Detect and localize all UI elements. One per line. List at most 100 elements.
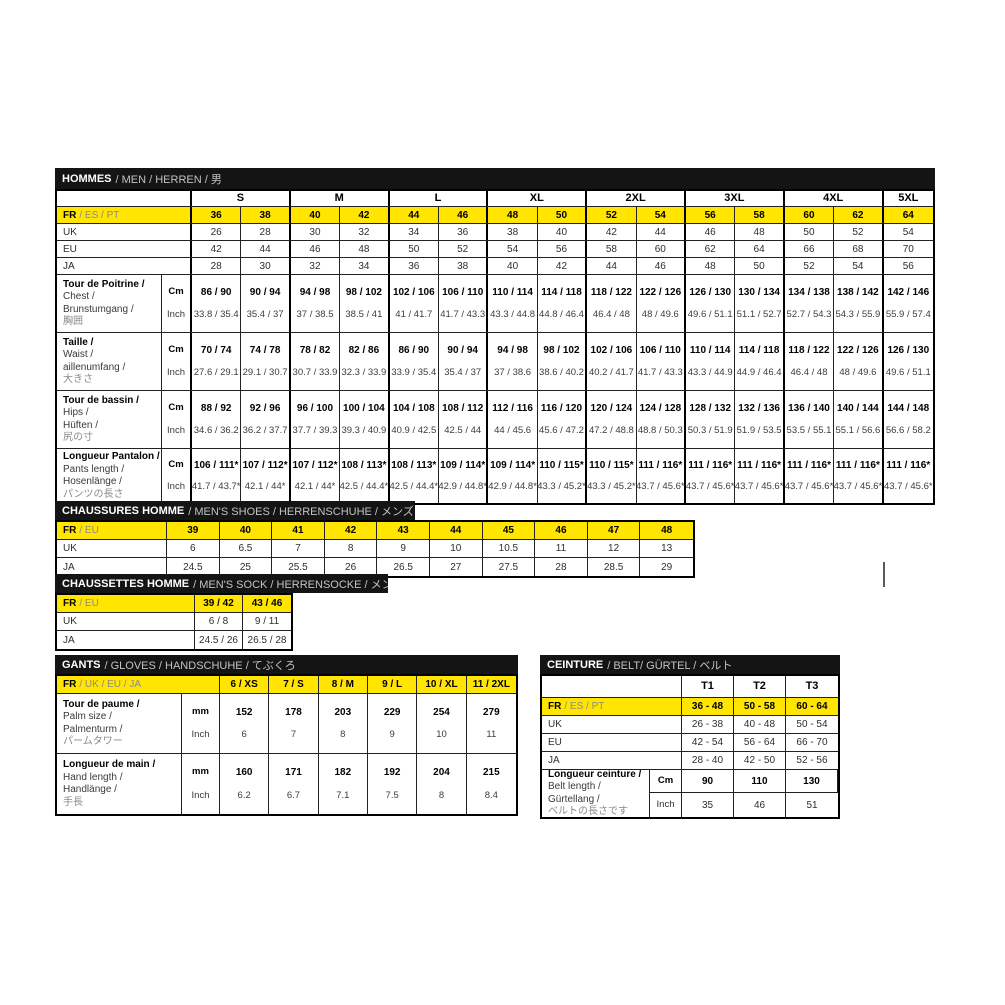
size-value: 42 <box>192 241 242 257</box>
inch-value: 41.7 / 43.7* <box>192 480 241 492</box>
metric-value: 106 / 110 <box>442 286 484 298</box>
size-value: 48 <box>340 241 390 257</box>
inch-value: 37 / 38.6 <box>494 366 532 378</box>
measurement-cell: 128 / 132 50.3 / 51.9 <box>686 391 736 448</box>
size-value: 30 <box>291 224 341 240</box>
inch-value: 8.4 <box>484 789 498 801</box>
size-value: 28 <box>241 224 291 240</box>
size-value: 54 <box>637 207 686 223</box>
metric-value: 109 / 114* <box>440 459 486 471</box>
metric-value: 128 / 132 <box>689 402 732 414</box>
inch-value: 52.7 / 54.3 <box>786 308 832 320</box>
measurement-cell: 94 / 98 37 / 38.6 <box>488 333 538 390</box>
corner-cell <box>542 676 682 697</box>
inch-value: 7 <box>290 729 297 741</box>
size-value: 60 <box>785 207 835 223</box>
table-row: UK 6 6.5 7 8 9 10 10.5 11 12 13 <box>57 540 693 558</box>
metric-value: 106 / 111* <box>193 459 239 471</box>
measurement-cell: 279 11 <box>467 694 516 753</box>
size-value: 45 <box>483 522 536 539</box>
measurement-cell: 108 / 112 42.5 / 44 <box>439 391 489 448</box>
row-label: UK <box>57 224 192 240</box>
measurement-cell: 178 7 <box>269 694 319 753</box>
measurement-cell: 86 / 90 33.9 / 35.4 <box>390 333 439 390</box>
table-row: UK 26 - 38 40 - 48 50 - 54 <box>542 716 838 734</box>
measurement-cell: 100 / 104 39.3 / 40.9 <box>340 391 390 448</box>
measurement-label-line: Longueur ceinture / <box>548 770 642 780</box>
table-row: Taille / Waist / aillenumfang / 大きさ Cm Inch 70… <box>57 333 933 391</box>
inch-value: 43.3 / 45.2* <box>537 480 586 492</box>
measurement-cell: 134 / 138 52.7 / 54.3 <box>785 275 835 332</box>
measurement-label: Tour de Poitrine / Chest / Brunstumgang / 胸… <box>57 275 162 332</box>
measurement-cell: 111 / 116* 43.7 / 45.6* <box>884 449 933 503</box>
size-group-header: 2XL <box>587 191 686 206</box>
metric-value: 82 / 86 <box>348 344 380 356</box>
measurement-cell: 70 / 74 27.6 / 29.1 <box>192 333 242 390</box>
size-value: 44 <box>587 258 637 274</box>
size-value: 25.5 <box>272 558 325 576</box>
table-row: FR / ES / PT 36 - 48 50 - 58 60 - 64 <box>542 698 838 716</box>
size-group-header: 4XL <box>785 191 884 206</box>
size-value: 38 <box>241 207 291 223</box>
measurement-cell: 108 / 113* 42.5 / 44.4* <box>390 449 439 503</box>
gloves-title-primary: GANTS <box>62 658 101 671</box>
metric-value: 160 <box>235 766 253 778</box>
inch-value: 43.7 / 45.6* <box>883 480 933 492</box>
metric-value: 136 / 140 <box>788 402 830 414</box>
table-row: Tour de Poitrine / Chest / Brunstumgang / 胸… <box>57 275 933 333</box>
gloves-title-secondary: / GLOVES / HANDSCHUHE / てぶくろ <box>104 659 296 672</box>
corner-cell <box>57 191 192 206</box>
table-row: FR / EU 39 40 41 42 43 44 45 46 47 48 <box>57 522 693 540</box>
metric-value: 109 / 114* <box>490 459 536 471</box>
size-value: 36 <box>439 224 489 240</box>
size-value: 26.5 / 28 <box>247 634 287 646</box>
inch-value: 42.5 / 44.4* <box>340 480 389 492</box>
size-value: 46 <box>439 207 489 223</box>
table-row: JA 28 30 32 34 36 38 40 42 44 46 48 50 52 54 56 <box>57 258 933 275</box>
measurement-label-line: 尻の寸 <box>63 432 93 443</box>
metric-value: 279 <box>482 706 500 718</box>
size-value: 48 <box>661 525 673 536</box>
inch-value: 46 <box>734 793 786 817</box>
inch-value: 51 <box>806 799 818 811</box>
size-value: 11 <box>535 540 588 557</box>
measurement-cell: 142 / 146 55.9 / 57.4 <box>884 275 933 332</box>
measurement-cell: 88 / 92 34.6 / 36.2 <box>192 391 242 448</box>
inch-value: 30.7 / 33.9 <box>292 366 338 378</box>
inch-value: 37 / 38.5 <box>296 308 334 320</box>
column-header: T2 <box>734 676 786 697</box>
measurement-label: Longueur de main / Hand length / Handlänge… <box>57 754 182 814</box>
inch-value: 55.9 / 57.4 <box>885 308 931 320</box>
metric-value: 192 <box>383 766 401 778</box>
size-value: 29 <box>661 561 673 573</box>
size-value: 6 / 8 <box>195 613 243 630</box>
size-value: 11 / 2XL <box>472 679 510 690</box>
metric-value: 171 <box>285 766 302 778</box>
measurement-cell: 114 / 118 44.8 / 46.4 <box>538 275 588 332</box>
inch-value: 42.5 / 44.4* <box>389 480 439 492</box>
metric-value: 118 / 122 <box>788 344 830 356</box>
measurement-cell: 182 7.1 <box>319 754 368 814</box>
size-group-header: 5XL <box>898 192 919 205</box>
inch-value: 40.2 / 41.7 <box>588 366 634 378</box>
inch-value: 44.8 / 46.4 <box>539 308 584 320</box>
size-value: 26.5 <box>377 558 430 576</box>
inch-value: 43.3 / 44.9 <box>687 366 733 378</box>
size-value: 9 / L <box>368 676 418 693</box>
measurement-label-line: Taille / <box>63 336 94 348</box>
row-label-secondary: / ES / PT <box>564 701 605 712</box>
measurement-cell: 111 / 116* 43.7 / 45.6* <box>637 449 686 503</box>
size-value: 32 <box>291 258 341 274</box>
shoes-title-primary: CHAUSSURES HOMME <box>62 504 185 517</box>
metric-value: 111 / 116* <box>737 459 782 471</box>
size-value: 64 <box>735 241 785 257</box>
measurement-cell: 192 7.5 <box>368 754 418 814</box>
metric-value: 142 / 146 <box>887 286 930 298</box>
inch-value: 7.5 <box>385 789 399 801</box>
size-value: 42 - 54 <box>682 734 734 751</box>
size-value: 34 <box>390 224 439 240</box>
size-value: 44 <box>390 207 439 223</box>
row-label: JA <box>542 752 682 769</box>
unit-top: Cm <box>168 402 184 414</box>
shoes-table: FR / EU 39 40 41 42 43 44 45 46 47 48 UK 6 6.5 7 8 9 10 10.… <box>55 520 695 578</box>
